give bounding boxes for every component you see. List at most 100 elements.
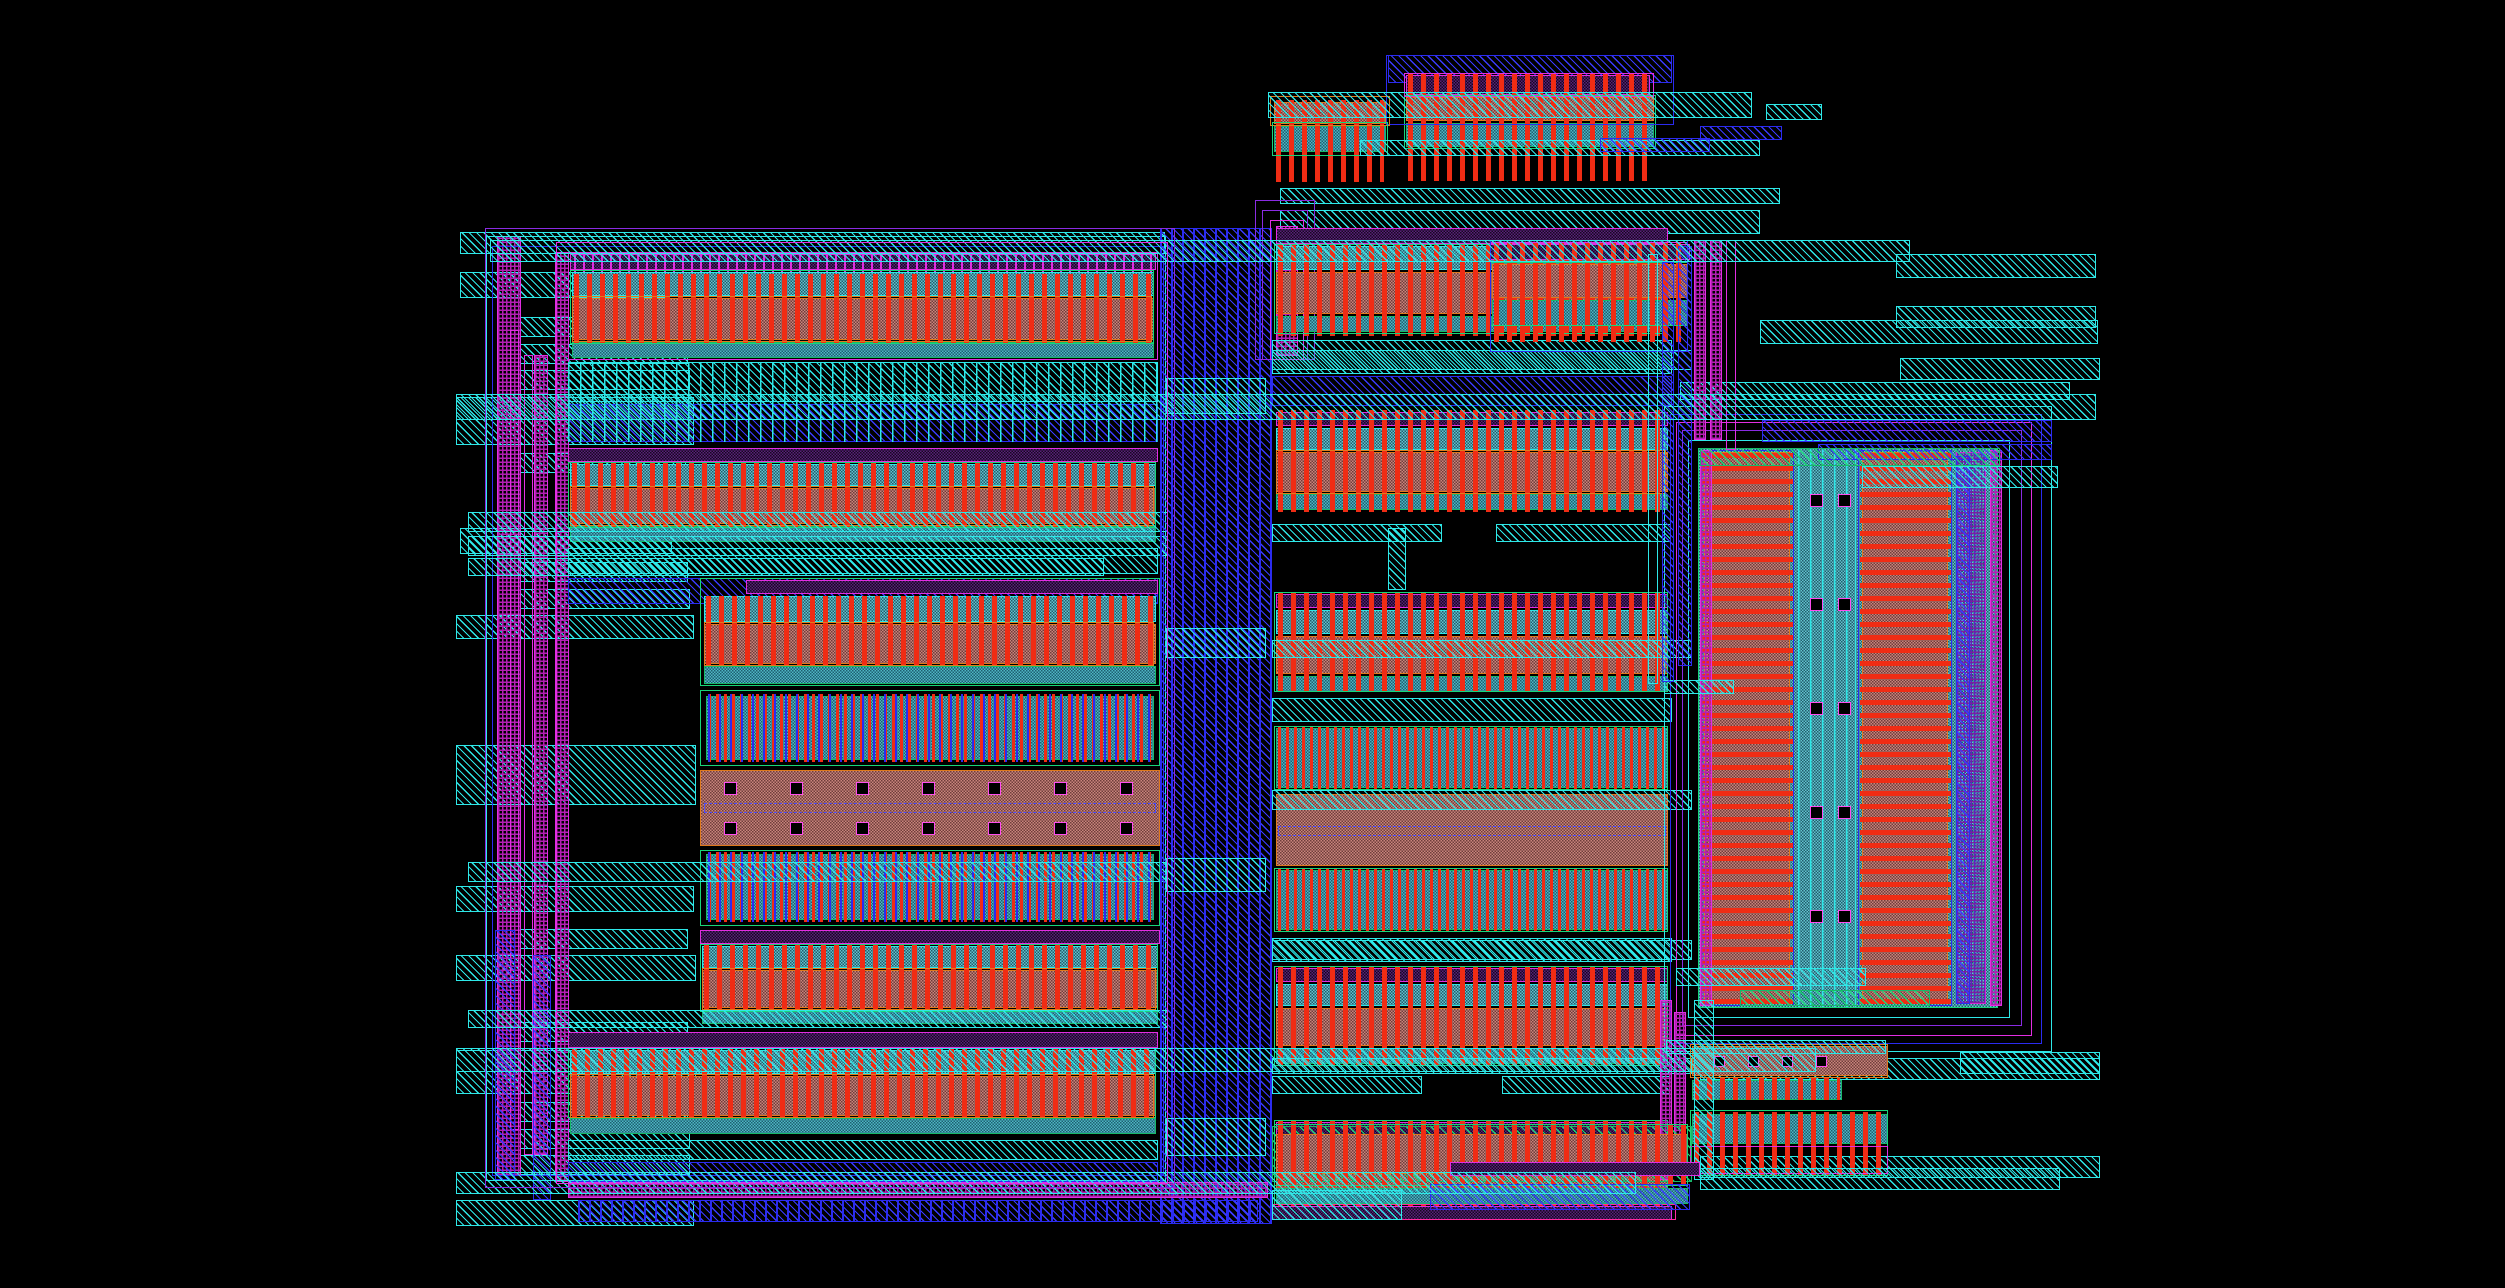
metal1-channel-strap — [1166, 628, 1266, 658]
implant-frame — [704, 622, 1154, 666]
contact-comb — [706, 596, 1154, 666]
metal2-frame — [1386, 55, 1674, 125]
implant-frame — [1276, 450, 1666, 494]
pin-rail[interactable] — [456, 745, 696, 805]
via[interactable] — [922, 782, 935, 795]
contact-comb — [574, 274, 1152, 344]
via[interactable] — [1816, 1056, 1827, 1067]
metal1-strap — [1272, 1076, 1422, 1094]
metal1-jog[interactable] — [1694, 1000, 1714, 1180]
metal1-long-rail[interactable] — [490, 240, 1910, 262]
pin-rail[interactable] — [456, 615, 694, 639]
metal2-band[interactable] — [1600, 138, 1710, 152]
via[interactable] — [1838, 702, 1851, 715]
metal1-tail[interactable] — [1766, 104, 1822, 120]
contact-comb — [1694, 1112, 1886, 1176]
via[interactable] — [988, 822, 1001, 835]
bottom-right-small-block[interactable] — [1690, 1110, 1890, 1180]
via[interactable] — [724, 822, 737, 835]
center-logic-block[interactable] — [1272, 228, 1672, 1224]
metal1-band[interactable] — [1862, 466, 2058, 488]
poly-fill — [700, 930, 1160, 944]
metal2-tail[interactable] — [1700, 126, 1782, 140]
via[interactable] — [856, 822, 869, 835]
metal2-bus[interactable] — [1678, 246, 1692, 666]
top-driver-block[interactable] — [1380, 55, 1680, 185]
outer-frame — [485, 228, 1175, 1188]
via[interactable] — [724, 782, 737, 795]
contact-rails — [1702, 452, 1794, 1004]
contact-comb — [1694, 1078, 1840, 1100]
metal1-jog[interactable] — [1664, 680, 1734, 694]
via[interactable] — [1838, 494, 1851, 507]
metal3-jog[interactable] — [1740, 990, 1930, 1006]
metal2-band[interactable] — [1762, 420, 2052, 442]
metal1-long-rail[interactable] — [456, 1048, 1816, 1072]
cell-band[interactable] — [700, 690, 1160, 766]
metal3-band[interactable] — [1700, 448, 2000, 466]
pin-rail[interactable] — [1900, 358, 2100, 380]
ndiffusion — [704, 666, 1156, 684]
via[interactable] — [790, 782, 803, 795]
metal1-band[interactable] — [1272, 640, 1692, 658]
poly-guard-left — [1700, 450, 1712, 1006]
metal3-frame — [700, 578, 1160, 686]
via[interactable] — [1810, 598, 1823, 611]
via[interactable] — [856, 782, 869, 795]
via[interactable] — [1838, 598, 1851, 611]
via[interactable] — [1120, 782, 1133, 795]
via[interactable] — [922, 822, 935, 835]
poly-bus-outline[interactable] — [524, 355, 533, 1155]
central-routing-channel[interactable] — [1160, 228, 1272, 1224]
contact-comb — [1278, 868, 1666, 932]
ndiffusion — [570, 1118, 1156, 1134]
metal3-frame — [1274, 726, 1668, 790]
metal1-long-rail[interactable] — [1700, 1168, 2060, 1190]
via[interactable] — [1054, 782, 1067, 795]
via[interactable] — [1838, 806, 1851, 819]
via[interactable] — [1810, 806, 1823, 819]
via[interactable] — [1810, 494, 1823, 507]
pin-rail[interactable] — [1896, 254, 2096, 278]
via[interactable] — [1120, 822, 1133, 835]
via[interactable] — [1810, 702, 1823, 715]
contact-comb — [1278, 410, 1666, 512]
via[interactable] — [1810, 910, 1823, 923]
implant-frame — [700, 770, 1160, 846]
metal1-band[interactable] — [1268, 92, 1752, 118]
metal1-plate — [1272, 698, 1672, 722]
metal1-jog[interactable] — [1676, 968, 1866, 986]
contact-rails — [1860, 452, 1952, 1004]
metal1-band[interactable] — [1272, 1190, 1402, 1220]
poly-fill — [568, 448, 1158, 462]
pin-rail[interactable] — [1760, 320, 2098, 344]
metal2-comb — [708, 694, 1152, 762]
metal1-band[interactable] — [1272, 790, 1692, 810]
metal1-band[interactable] — [1272, 940, 1692, 960]
metal1-band[interactable] — [468, 558, 1104, 576]
via[interactable] — [790, 822, 803, 835]
implant-frame — [702, 968, 1156, 1010]
cell-band[interactable] — [700, 578, 1160, 686]
center-right-sub-block[interactable] — [1490, 240, 1690, 420]
metal2-bus[interactable] — [1662, 262, 1674, 682]
outer-frame — [556, 242, 1168, 1184]
metal3-frame — [570, 270, 1154, 344]
metal3-frame — [1274, 868, 1668, 932]
via-row-frame — [1278, 826, 1666, 836]
poly-fill — [746, 580, 1158, 594]
metal2-guard — [1956, 456, 1970, 1004]
via[interactable] — [1054, 822, 1067, 835]
via[interactable] — [1838, 910, 1851, 923]
cell-band[interactable] — [700, 770, 1160, 846]
metal1-long-rail[interactable] — [456, 394, 2096, 420]
poly-guard-right — [1990, 450, 2002, 1006]
poly-fill — [568, 1032, 1158, 1048]
via[interactable] — [988, 782, 1001, 795]
contact-comb — [1408, 73, 1652, 181]
pin-rail[interactable] — [456, 886, 694, 912]
metal3-frame — [1272, 122, 1388, 156]
metal1-band[interactable] — [1280, 188, 1780, 204]
